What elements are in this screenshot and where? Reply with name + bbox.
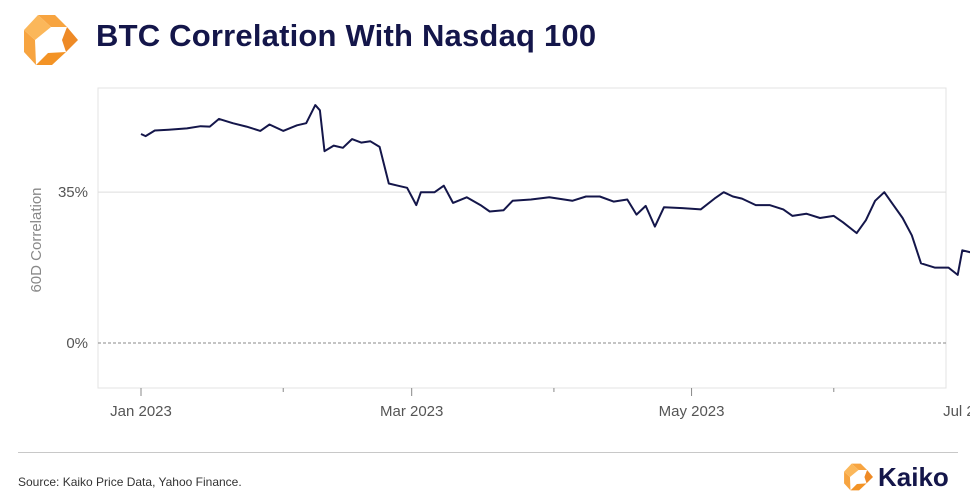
- footer-divider: [18, 452, 958, 453]
- x-tick-label: Mar 2023: [380, 403, 443, 420]
- y-axis-label: 60D Correlation: [28, 187, 45, 292]
- series-layer: [140, 104, 970, 276]
- source-note: Source: Kaiko Price Data, Yahoo Finance.: [18, 475, 242, 489]
- page-title: BTC Correlation With Nasdaq 100: [96, 18, 597, 53]
- kaiko-mark-icon: [844, 463, 873, 491]
- brand-name: Kaiko: [878, 461, 949, 492]
- axes: 0% 35% 60D Correlation Jan 2023 Mar 2023 May …: [28, 184, 970, 420]
- x-tick-label: Jan 2023: [110, 403, 172, 420]
- x-tick-label: May 2023: [659, 403, 725, 420]
- series-line-nasdaq-100: [140, 104, 970, 276]
- y-tick-label: 35%: [58, 184, 88, 201]
- x-tick-label: Jul 2023: [943, 403, 970, 420]
- line-chart: 0% 35% 60D Correlation Jan 2023 Mar 2023 May …: [28, 87, 970, 420]
- gridlines: [98, 191, 946, 344]
- plot-area-frame: [97, 87, 947, 389]
- y-tick-label: 0%: [66, 335, 88, 352]
- kaiko-logo-icon: [24, 15, 78, 65]
- brand-logo: Kaiko: [843, 460, 949, 494]
